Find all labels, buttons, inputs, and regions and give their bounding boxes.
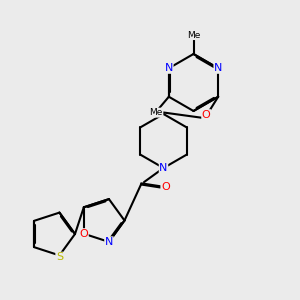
Text: N: N xyxy=(159,163,168,173)
Text: O: O xyxy=(161,182,170,193)
Text: Me: Me xyxy=(149,108,163,117)
Text: Me: Me xyxy=(187,31,200,40)
Text: O: O xyxy=(202,110,211,120)
Text: N: N xyxy=(105,237,113,247)
Text: N: N xyxy=(214,63,222,73)
Text: S: S xyxy=(56,252,63,262)
Text: O: O xyxy=(80,229,88,239)
Text: N: N xyxy=(165,63,173,73)
